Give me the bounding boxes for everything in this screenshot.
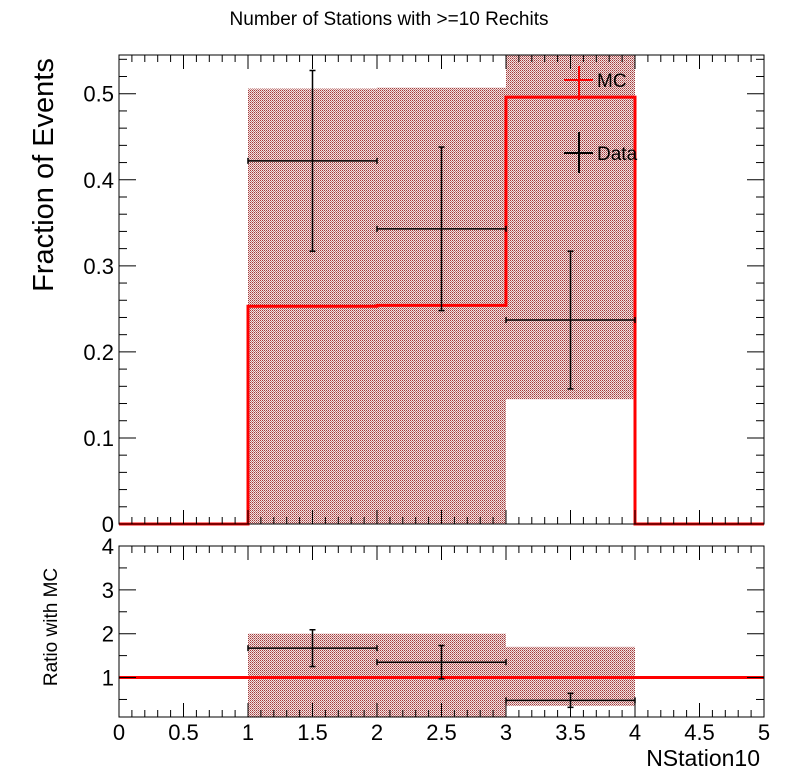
data-point (505, 250, 636, 390)
x-tick-label: 3.5 (555, 720, 586, 745)
data-point (247, 69, 378, 252)
y-tick-label: 0.2 (83, 340, 114, 365)
chart-title: Number of Stations with >=10 Rechits (230, 9, 549, 30)
x-tick-label: 0 (113, 720, 125, 745)
y-tick-label: 0.5 (83, 82, 114, 107)
x-tick-label: 4.5 (684, 720, 715, 745)
ratio-y-tick-label: 3 (102, 578, 114, 603)
ratio-y-axis-label: Ratio with MC (41, 568, 62, 686)
y-tick-label: 0.3 (83, 254, 114, 279)
y-tick-label: 0.4 (83, 168, 114, 193)
main-panel: Number of Stations with >=10 Rechits 0 0.… (28, 9, 765, 537)
x-tick-label: 3 (500, 720, 512, 745)
x-axis-ticks-top-panel (118, 55, 765, 524)
ratio-point (376, 644, 507, 680)
y-tick-label: 0 (102, 512, 114, 537)
y-tick-label: 0.1 (83, 426, 114, 451)
x-tick-label: 2.5 (426, 720, 457, 745)
x-tick-label: 1 (242, 720, 254, 745)
legend: MC Data (564, 66, 638, 173)
ratio-y-tick-label: 4 (102, 534, 114, 559)
x-tick-label: 4 (629, 720, 641, 745)
ratio-y-axis-ticks: 1 2 3 4 (102, 534, 764, 700)
ratio-y-tick-label: 2 (102, 622, 114, 647)
x-tick-label: 2 (371, 720, 383, 745)
ratio-point (247, 628, 378, 668)
x-tick-label: 5 (758, 720, 770, 745)
x-axis-ticks: 0 0.5 1 1.5 2 2.5 3 3.5 4 4.5 5 (113, 546, 770, 745)
ratio-points (247, 628, 636, 709)
data-points (247, 69, 636, 390)
y-axis-ticks: 0 0.1 0.2 0.3 0.4 0.5 (83, 58, 764, 537)
legend-mc-label: MC (597, 71, 627, 92)
x-axis-label: NStation10 (646, 745, 760, 771)
ratio-y-tick-label: 1 (102, 666, 114, 691)
ratio-panel: 1 2 3 4 0 0.5 1 1.5 2 2.5 3 3.5 4 4.5 5 Ratio with MC… (41, 534, 770, 771)
y-axis-label: Fraction of Events (28, 58, 60, 292)
x-tick-label: 0.5 (168, 720, 199, 745)
x-tick-label: 1.5 (297, 720, 328, 745)
data-point (376, 146, 507, 312)
legend-data-label: Data (597, 144, 638, 165)
